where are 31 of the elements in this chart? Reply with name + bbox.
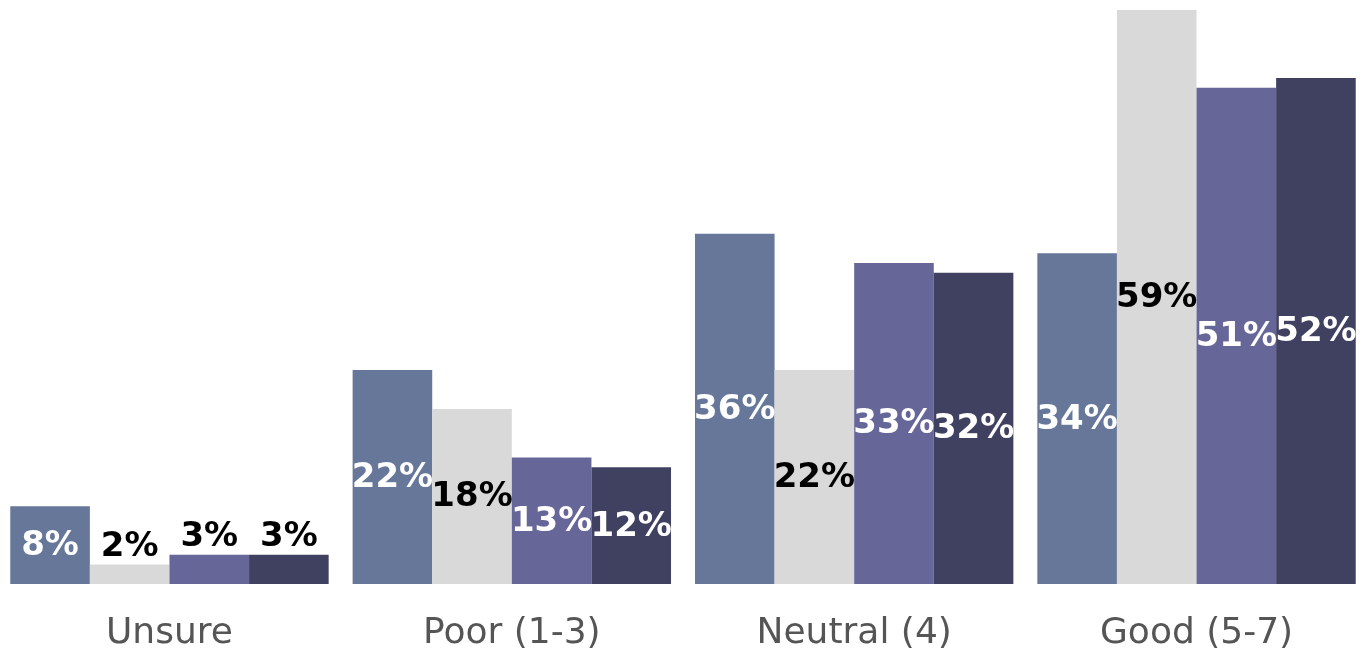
bar [1116, 10, 1197, 584]
bar [89, 564, 170, 584]
x-tick-label: Good (5-7) [1099, 609, 1294, 651]
bar [933, 272, 1014, 584]
bar [694, 233, 775, 584]
bar [1196, 87, 1277, 584]
data-label: 2% [100, 523, 159, 564]
x-tick-label: Poor (1-3) [423, 609, 601, 651]
data-label: 34% [1036, 396, 1118, 437]
data-label: 59% [1116, 275, 1198, 315]
bar [591, 467, 672, 584]
bar [352, 369, 433, 584]
bar [854, 262, 934, 584]
data-label: 22% [773, 454, 856, 495]
bar [774, 369, 855, 584]
x-tick-label: Neutral (4) [756, 609, 952, 651]
data-label: 3% [180, 513, 239, 554]
data-label: 8% [21, 523, 79, 564]
bar [432, 408, 512, 584]
data-label: 18% [431, 474, 513, 515]
x-tick-label: Unsure [106, 609, 233, 651]
data-label: 22% [351, 454, 434, 495]
data-label: 33% [853, 401, 935, 442]
data-label: 51% [1195, 313, 1278, 354]
data-label: 3% [260, 513, 318, 554]
bar [249, 554, 329, 584]
bar [1276, 78, 1356, 584]
data-label: 12% [590, 503, 672, 544]
bar [169, 554, 250, 584]
data-label: 52% [1275, 309, 1357, 350]
bar [1037, 253, 1117, 584]
